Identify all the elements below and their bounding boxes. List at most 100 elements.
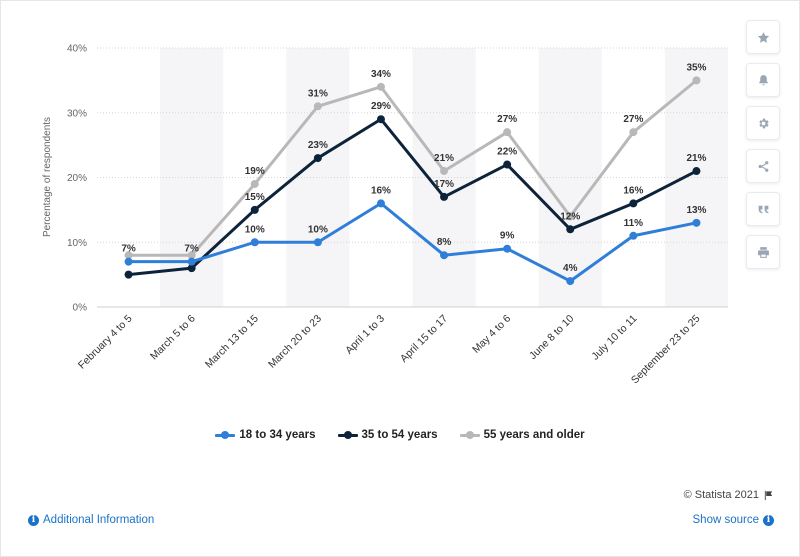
info-icon: i <box>28 514 39 526</box>
legend-label-18-34: 18 to 34 years <box>239 429 316 441</box>
category-band <box>286 48 350 307</box>
x-tick-label: July 10 to 11 <box>589 313 639 363</box>
favorite-button[interactable] <box>746 20 780 54</box>
line-chart: 0% 10% 20% 30% 40% Percentage of respondents… <box>42 44 728 387</box>
chart-toolbar <box>746 20 780 269</box>
x-tick-label: March 20 to 23 <box>266 313 324 371</box>
data-label: 10% <box>245 224 265 235</box>
notification-button[interactable] <box>746 63 780 97</box>
data-label: 35% <box>686 62 706 73</box>
legend-item-18-34[interactable]: 18 to 34 years <box>215 429 316 441</box>
y-tick-label: 0% <box>73 303 88 314</box>
data-point[interactable] <box>187 264 196 273</box>
data-point[interactable] <box>376 82 385 91</box>
data-point[interactable] <box>376 115 385 124</box>
legend-label-55-plus: 55 years and older <box>483 429 585 441</box>
data-point[interactable] <box>313 238 322 247</box>
print-icon <box>757 246 769 258</box>
data-point[interactable] <box>692 218 701 227</box>
x-tick-label: March 13 to 15 <box>203 313 261 371</box>
data-point[interactable] <box>692 76 701 85</box>
data-point[interactable] <box>503 244 512 253</box>
data-point[interactable] <box>313 154 322 163</box>
series-lines <box>128 79 698 283</box>
data-point[interactable] <box>629 199 638 208</box>
data-label: 19% <box>245 166 265 177</box>
additional-information-link[interactable]: i Additional Information <box>28 514 154 526</box>
data-point[interactable] <box>250 179 259 188</box>
additional-information-label: Additional Information <box>43 514 155 526</box>
data-label: 27% <box>623 114 643 125</box>
data-label: 7% <box>184 244 199 255</box>
print-button[interactable] <box>746 235 780 269</box>
star-icon <box>757 31 769 43</box>
data-point[interactable] <box>566 277 575 286</box>
data-point[interactable] <box>124 251 133 260</box>
flag-icon <box>764 490 773 500</box>
data-point[interactable] <box>124 257 133 266</box>
x-tick-label: April 15 to 17 <box>398 313 450 365</box>
data-label: 13% <box>686 205 706 216</box>
category-band <box>412 48 476 307</box>
data-point[interactable] <box>124 270 133 279</box>
legend-swatch-18-34 <box>215 431 236 439</box>
data-label: 22% <box>497 147 517 158</box>
show-source-link[interactable]: Show source i <box>693 514 774 526</box>
statista-credit[interactable]: © Statista 2021 <box>684 489 774 501</box>
data-label: 15% <box>245 192 265 203</box>
info-icon: i <box>763 514 774 526</box>
category-band <box>538 48 602 307</box>
share-button[interactable] <box>746 149 780 183</box>
x-axis-ticks: February 4 to 5 March 5 to 6 March 13 to 1… <box>76 313 703 387</box>
y-tick-label: 20% <box>67 173 87 184</box>
x-tick-label: April 1 to 3 <box>343 313 387 357</box>
data-label: 16% <box>371 185 391 196</box>
legend-label-35-54: 35 to 54 years <box>361 429 438 441</box>
x-tick-label: May 4 to 6 <box>470 313 513 356</box>
legend-swatch-35-54 <box>337 431 358 439</box>
data-point[interactable] <box>566 225 575 234</box>
data-point[interactable] <box>250 205 259 214</box>
data-point[interactable] <box>376 199 385 208</box>
settings-button[interactable] <box>746 106 780 140</box>
y-tick-label: 30% <box>67 108 87 119</box>
series-line <box>128 201 697 283</box>
data-label: 27% <box>497 114 517 125</box>
data-label: 29% <box>371 101 391 112</box>
data-label: 9% <box>500 231 515 242</box>
data-label: 12% <box>560 211 580 222</box>
data-point[interactable] <box>629 128 638 137</box>
data-labels: 7% 7% 10% 10% 16% 8% 9% 4% 11% 13% 15% 23% 29% 17% 22%… <box>121 62 706 274</box>
category-band <box>664 48 728 307</box>
data-point[interactable] <box>692 167 701 176</box>
data-label: 34% <box>371 69 391 80</box>
y-tick-label: 10% <box>67 238 87 249</box>
data-point[interactable] <box>250 238 259 247</box>
legend: 18 to 34 years 35 to 54 years 55 years a… <box>0 429 800 441</box>
data-point[interactable] <box>187 251 196 260</box>
data-point[interactable] <box>313 102 322 111</box>
y-tick-label: 40% <box>67 44 87 55</box>
data-label: 11% <box>624 218 644 229</box>
data-point[interactable] <box>629 231 638 240</box>
show-source-label: Show source <box>692 514 759 526</box>
legend-item-35-54[interactable]: 35 to 54 years <box>337 429 438 441</box>
x-tick-label: June 8 to 10 <box>527 313 576 362</box>
share-icon <box>758 160 768 172</box>
data-label: 21% <box>434 153 454 164</box>
data-point[interactable] <box>440 192 449 201</box>
data-label: 4% <box>563 263 578 274</box>
data-point[interactable] <box>566 212 575 221</box>
data-point[interactable] <box>503 128 512 137</box>
credit-text: © Statista 2021 <box>683 489 759 501</box>
data-point[interactable] <box>440 251 449 260</box>
legend-item-55-plus[interactable]: 55 years and older <box>459 429 585 441</box>
data-point[interactable] <box>440 167 449 176</box>
y-axis-label: Percentage of respondents <box>42 117 53 237</box>
data-label: 7% <box>121 244 136 255</box>
data-point[interactable] <box>187 257 196 266</box>
data-label: 8% <box>437 237 452 248</box>
data-point[interactable] <box>503 160 512 169</box>
cite-button[interactable] <box>746 192 780 226</box>
legend-swatch-55-plus <box>459 431 480 439</box>
